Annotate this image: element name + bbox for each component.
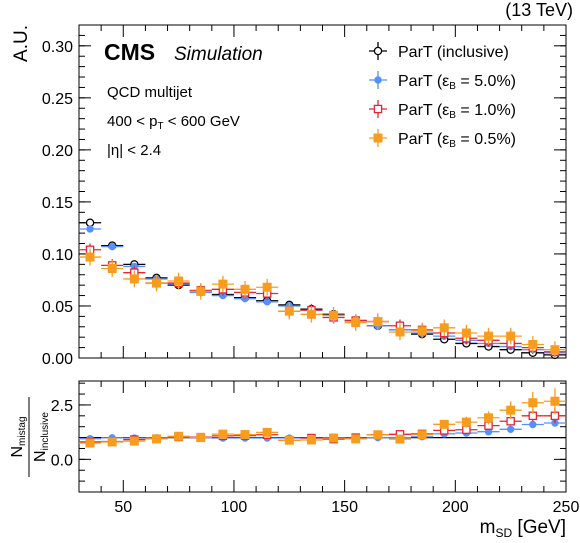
legend-item-1: ParT (inclusive) (369, 42, 509, 61)
main-data-point (351, 318, 361, 328)
legend-marker (373, 133, 383, 143)
main-data-point (151, 278, 161, 288)
ratio-data-point (528, 398, 538, 408)
ratio-data-point (129, 436, 139, 446)
ratio-x-tick-label: 50 (114, 499, 132, 516)
legend: ParT (inclusive) ParT (εB = 5.0%) ParT (εB… (369, 42, 516, 150)
main-data-point (395, 327, 405, 337)
main-data-point (461, 328, 471, 338)
cms-logo: CMS (104, 39, 155, 65)
main-data-point (86, 225, 94, 233)
main-data-point (85, 218, 95, 227)
legend-item-4: ParT (εB = 0.5%) (369, 129, 516, 150)
ratio-series-3 (79, 388, 566, 448)
main-data-point (306, 309, 316, 319)
ratio-data-point (506, 425, 515, 434)
main-data-point (240, 284, 250, 294)
ratio-y-tick-label: 2.5 (51, 398, 73, 415)
legend-item-2: ParT (εB = 5.0%) (369, 71, 516, 92)
main-data-point (129, 274, 139, 284)
main-y-axis: 0.00 0.05 0.10 0.15 0.20 0.25 0.30 (42, 24, 566, 368)
ratio-y-numerator: Nmistag (9, 416, 28, 457)
main-y-axis-title: A.U. (11, 25, 32, 62)
ratio-data-point (284, 435, 294, 445)
main-data-point (506, 331, 516, 341)
ratio-series-group (79, 388, 566, 448)
legend-marker (373, 104, 383, 114)
main-data-point (108, 242, 116, 251)
ratio-data-point (218, 429, 228, 439)
eta-cut-label: |η| < 2.4 (107, 142, 161, 159)
ratio-data-point (506, 405, 516, 415)
legend-label: ParT (εB = 1.0%) (398, 102, 516, 121)
main-data-point (262, 282, 272, 292)
legend-item-3: ParT (εB = 1.0%) (369, 100, 516, 121)
ratio-data-point (107, 437, 117, 447)
main-y-tick-label: 0.30 (42, 39, 73, 56)
x-axis-title: mSD [GeV] (480, 517, 566, 540)
legend-marker (374, 76, 382, 84)
ratio-data-point (373, 430, 383, 440)
ratio-data-point (439, 419, 449, 429)
main-plot-panel: 0.00 0.05 0.10 0.15 0.20 0.25 0.30 (42, 24, 567, 368)
ratio-y-axis-title: Nmistag Ninclusive (9, 397, 51, 477)
ratio-data-point (351, 434, 361, 444)
ratio-data-point (262, 427, 272, 437)
legend-label: ParT (εB = 5.0%) (398, 73, 516, 92)
ratio-x-tick-label: 100 (221, 499, 248, 516)
main-data-point (107, 264, 117, 274)
main-data-point (218, 279, 228, 289)
ratio-data-point (151, 434, 161, 444)
main-series-4 (79, 248, 566, 358)
ratio-data-point (196, 433, 206, 443)
ratio-data-point (395, 434, 405, 444)
ratio-data-point (461, 417, 471, 427)
legend-label: ParT (εB = 0.5%) (398, 131, 516, 150)
legend-label: ParT (inclusive) (398, 44, 509, 61)
main-data-point (196, 286, 206, 296)
main-data-point (329, 310, 339, 320)
ratio-data-point (240, 430, 250, 440)
ratio-data-point (174, 431, 184, 441)
main-data-point (174, 276, 184, 286)
ratio-y-tick-label: 0.0 (51, 452, 73, 469)
ratio-data-point (529, 420, 537, 429)
ratio-data-point (306, 435, 316, 445)
main-data-point (85, 252, 95, 262)
sample-label: QCD multijet (107, 84, 193, 101)
main-y-tick-label: 0.05 (42, 299, 73, 316)
energy-label: (13 TeV) (505, 0, 573, 20)
ratio-y-denominator: Ninclusive (32, 412, 51, 462)
main-series-3 (79, 243, 566, 358)
main-y-tick-label: 0.10 (42, 247, 73, 264)
ratio-y-axis: 0.0 2.5 (51, 382, 566, 493)
ratio-x-tick-label: 250 (553, 499, 580, 516)
legend-marker (373, 46, 383, 56)
main-y-tick-label: 0.15 (42, 195, 73, 212)
ratio-data-point (85, 438, 95, 448)
main-y-tick-label: 0.25 (42, 91, 73, 108)
ratio-plot-panel: 0.0 2.5 50 100 150 200 250 (51, 380, 580, 516)
ratio-data-point (417, 430, 427, 440)
ratio-data-point (550, 396, 560, 406)
main-y-tick-label: 0.20 (42, 143, 73, 160)
main-data-point (373, 317, 383, 327)
main-data-point (550, 345, 560, 355)
ratio-data-point (484, 413, 494, 423)
ratio-data-point (329, 433, 339, 443)
main-data-point (417, 326, 427, 336)
main-data-point (528, 339, 538, 349)
main-data-point (484, 331, 494, 341)
ratio-x-tick-label: 150 (331, 499, 358, 516)
main-series-group (79, 218, 566, 360)
ratio-x-axis: 50 100 150 200 250 (78, 381, 580, 516)
pt-range-label: 400 < pT < 600 GeV (107, 113, 240, 132)
cms-sublabel: Simulation (174, 44, 263, 65)
main-data-point (284, 306, 294, 316)
main-data-point (439, 323, 449, 333)
ratio-x-tick-label: 200 (442, 499, 469, 516)
main-y-tick-label: 0.00 (42, 351, 73, 368)
